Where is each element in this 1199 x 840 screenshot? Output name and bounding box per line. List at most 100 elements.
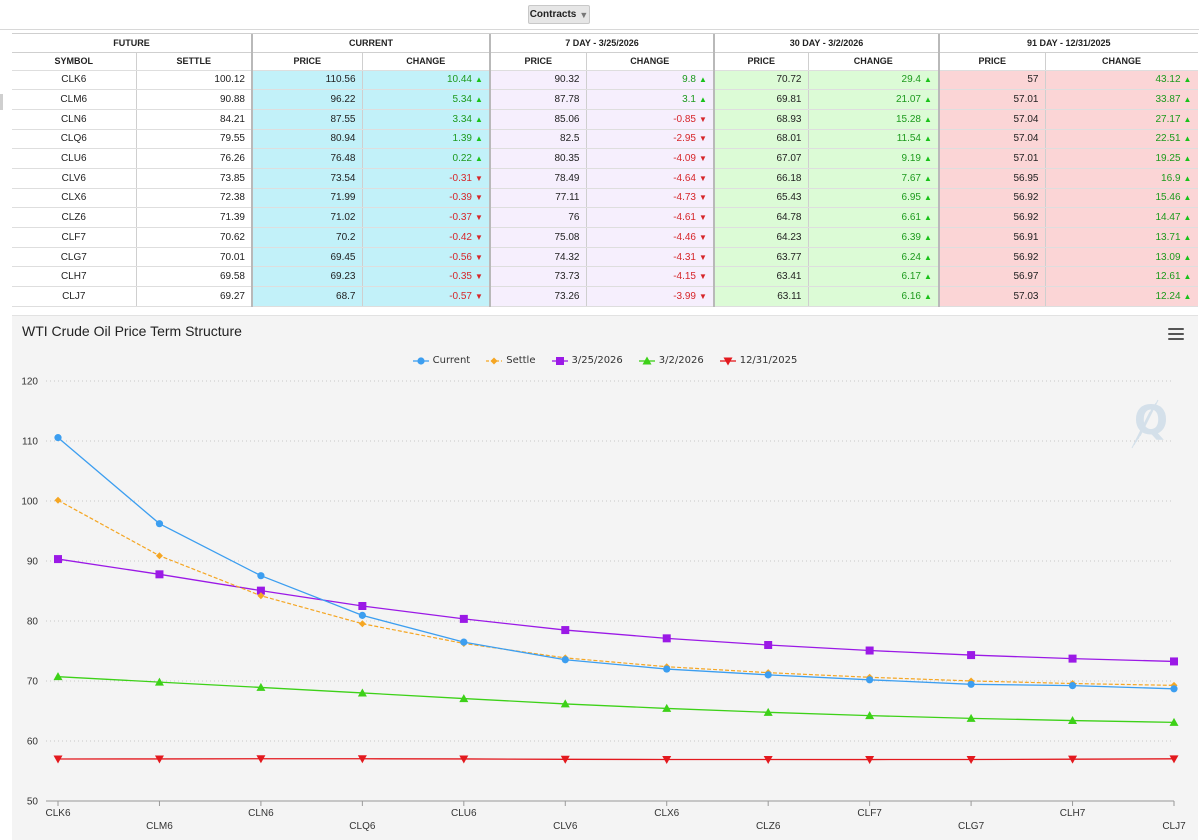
up-arrow-icon: ▲ [924, 154, 932, 164]
contracts-dropdown[interactable]: Contracts ▼ [528, 5, 590, 24]
down-arrow-icon: ▼ [475, 291, 483, 301]
data-point [357, 755, 367, 764]
header-current-price[interactable]: PRICE [251, 52, 363, 71]
cell-7day-price: 75.08 [489, 227, 587, 248]
table-row[interactable]: CLU6 76.26 76.48 0.22 ▲ 80.35 -4.09 ▼ 67.07 9.19 ▲… [12, 148, 1198, 169]
table-row[interactable]: CLK6 100.12 110.56 10.44 ▲ 90.32 9.8 ▲ 70.72 29.4… [12, 70, 1198, 91]
cell-91day-change-value: 27.17 [1155, 113, 1181, 125]
cell-30day-price-value: 69.81 [776, 94, 802, 106]
x-tick-label: CLV6 [553, 821, 578, 832]
legend-item[interactable]: 3/2/2026 [638, 355, 704, 366]
table-row[interactable]: CLN6 84.21 87.55 3.34 ▲ 85.06 -0.85 ▼ 68.93 15.28… [12, 109, 1198, 130]
data-point [155, 552, 163, 560]
cell-settle: 69.27 [136, 286, 253, 307]
legend-item[interactable]: 12/31/2025 [719, 355, 797, 366]
legend-item[interactable]: 3/25/2026 [551, 355, 623, 366]
header-current-change[interactable]: CHANGE [362, 52, 491, 71]
header-settle[interactable]: SETTLE [136, 52, 253, 71]
table-row[interactable]: CLZ6 71.39 71.02 -0.37 ▼ 76 -4.61 ▼ 64.78 6.61 ▲ 56… [12, 207, 1198, 228]
cell-30day-change-value: 6.61 [901, 212, 921, 224]
y-tick-label: 60 [27, 737, 39, 748]
cell-30day-price-value: 63.77 [776, 251, 802, 263]
cell-30day-price-value: 66.18 [776, 172, 802, 184]
cell-91day-change: 14.47 ▲ [1045, 207, 1198, 228]
cell-30day-change: 6.95 ▲ [808, 188, 940, 209]
cell-7day-change: 3.1 ▲ [586, 89, 715, 110]
up-arrow-icon: ▲ [924, 252, 932, 262]
cell-30day-price: 63.41 [713, 266, 809, 288]
cell-91day-price-value: 56.97 [1013, 271, 1039, 283]
legend-marker-icon [719, 357, 736, 365]
legend-item[interactable]: Settle [486, 355, 536, 366]
hamburger-menu-icon[interactable] [1168, 328, 1184, 340]
up-arrow-icon: ▲ [924, 272, 932, 282]
cell-current-change-value: 3.34 [452, 113, 472, 125]
cell-current-price: 87.55 [251, 109, 363, 130]
down-arrow-icon: ▼ [475, 193, 483, 203]
table-row[interactable]: CLV6 73.85 73.54 -0.31 ▼ 78.49 -4.64 ▼ 66.18 7.67… [12, 168, 1198, 189]
table-row[interactable]: CLF7 70.62 70.2 -0.42 ▼ 75.08 -4.46 ▼ 64.23 6.39 ▲… [12, 227, 1198, 248]
legend-marker [417, 356, 425, 365]
cell-91day-change-value: 12.24 [1155, 290, 1181, 302]
group-7day: 7 DAY - 3/25/2026 [489, 34, 715, 53]
header-30day-price[interactable]: PRICE [713, 52, 809, 71]
cell-settle-value: 73.85 [219, 172, 245, 184]
data-point [662, 703, 672, 712]
data-point [256, 755, 266, 764]
header-30day-change[interactable]: CHANGE [808, 52, 940, 71]
header-symbol[interactable]: SYMBOL [12, 52, 137, 71]
cell-91day-price: 57.01 [938, 148, 1046, 169]
header-91day-change[interactable]: CHANGE [1045, 52, 1198, 71]
header-7day-change[interactable]: CHANGE [586, 52, 715, 71]
data-point [966, 713, 976, 722]
header-7day-price[interactable]: PRICE [489, 52, 587, 71]
table-row[interactable]: CLH7 69.58 69.23 -0.35 ▼ 73.73 -4.15 ▼ 63.41 6.17… [12, 266, 1198, 288]
cell-30day-change: 6.39 ▲ [808, 227, 940, 248]
table-row[interactable]: CLJ7 69.27 68.7 -0.57 ▼ 73.26 -3.99 ▼ 63.11 6.16 ▲… [12, 286, 1198, 307]
legend-item[interactable]: Current [412, 355, 470, 366]
table-row[interactable]: CLX6 72.38 71.99 -0.39 ▼ 77.11 -4.73 ▼ 65.43 6.95… [12, 188, 1198, 209]
data-point [256, 682, 266, 691]
up-arrow-icon: ▲ [1183, 213, 1192, 223]
cell-7day-change: 9.8 ▲ [586, 70, 715, 91]
cell-91day-price-value: 56.91 [1013, 231, 1039, 243]
down-arrow-icon: ▼ [475, 173, 483, 183]
cell-91day-price-value: 57.04 [1013, 133, 1039, 145]
data-point [1170, 657, 1178, 666]
data-point [966, 755, 976, 764]
cell-7day-price: 85.06 [489, 109, 587, 130]
cell-7day-change-value: -0.85 [673, 113, 696, 125]
cell-91day-change: 19.25 ▲ [1045, 148, 1198, 169]
cell-symbol: CLM6 [12, 89, 137, 110]
up-arrow-icon: ▲ [924, 213, 932, 223]
x-tick-label: CLG7 [958, 821, 985, 832]
y-tick-label: 110 [22, 437, 38, 448]
cell-91day-change: 13.71 ▲ [1045, 227, 1198, 248]
data-point [967, 680, 975, 688]
cell-symbol: CLX6 [12, 188, 137, 209]
cell-symbol-value: CLZ6 [61, 212, 86, 224]
x-tick-label: CLK6 [45, 808, 70, 819]
series-3-2-2026 [53, 672, 1179, 726]
cell-7day-price-value: 73.26 [554, 290, 580, 302]
term-structure-chart: WTI Crude Oil Price Term Structure Curre… [12, 315, 1198, 840]
cell-7day-price-value: 80.35 [554, 153, 580, 165]
cell-settle: 73.85 [136, 168, 253, 189]
x-tick-label: CLH7 [1060, 808, 1086, 819]
cell-current-price-value: 71.99 [330, 192, 356, 204]
up-arrow-icon: ▲ [1183, 154, 1192, 164]
down-arrow-icon: ▼ [475, 232, 483, 242]
header-91day-price[interactable]: PRICE [938, 52, 1046, 71]
cell-settle: 69.58 [136, 266, 253, 288]
cell-symbol-value: CLQ6 [60, 133, 87, 145]
cell-30day-price: 68.01 [713, 129, 809, 150]
table-row[interactable]: CLM6 90.88 96.22 5.34 ▲ 87.78 3.1 ▲ 69.81 21.07 ▲ 5… [12, 89, 1198, 110]
table-row[interactable]: CLQ6 79.55 80.94 1.39 ▲ 82.5 -2.95 ▼ 68.01 11.54 ▲… [12, 129, 1198, 150]
cell-30day-change: 11.54 ▲ [808, 129, 940, 150]
cell-settle: 84.21 [136, 109, 253, 130]
cell-7day-change-value: -4.73 [673, 192, 696, 204]
down-arrow-icon: ▼ [699, 291, 707, 301]
table-row[interactable]: CLG7 70.01 69.45 -0.56 ▼ 74.32 -4.31 ▼ 63.77 6.24… [12, 247, 1198, 268]
cell-7day-change: -3.99 ▼ [586, 286, 715, 307]
cell-symbol-value: CLX6 [61, 192, 87, 204]
